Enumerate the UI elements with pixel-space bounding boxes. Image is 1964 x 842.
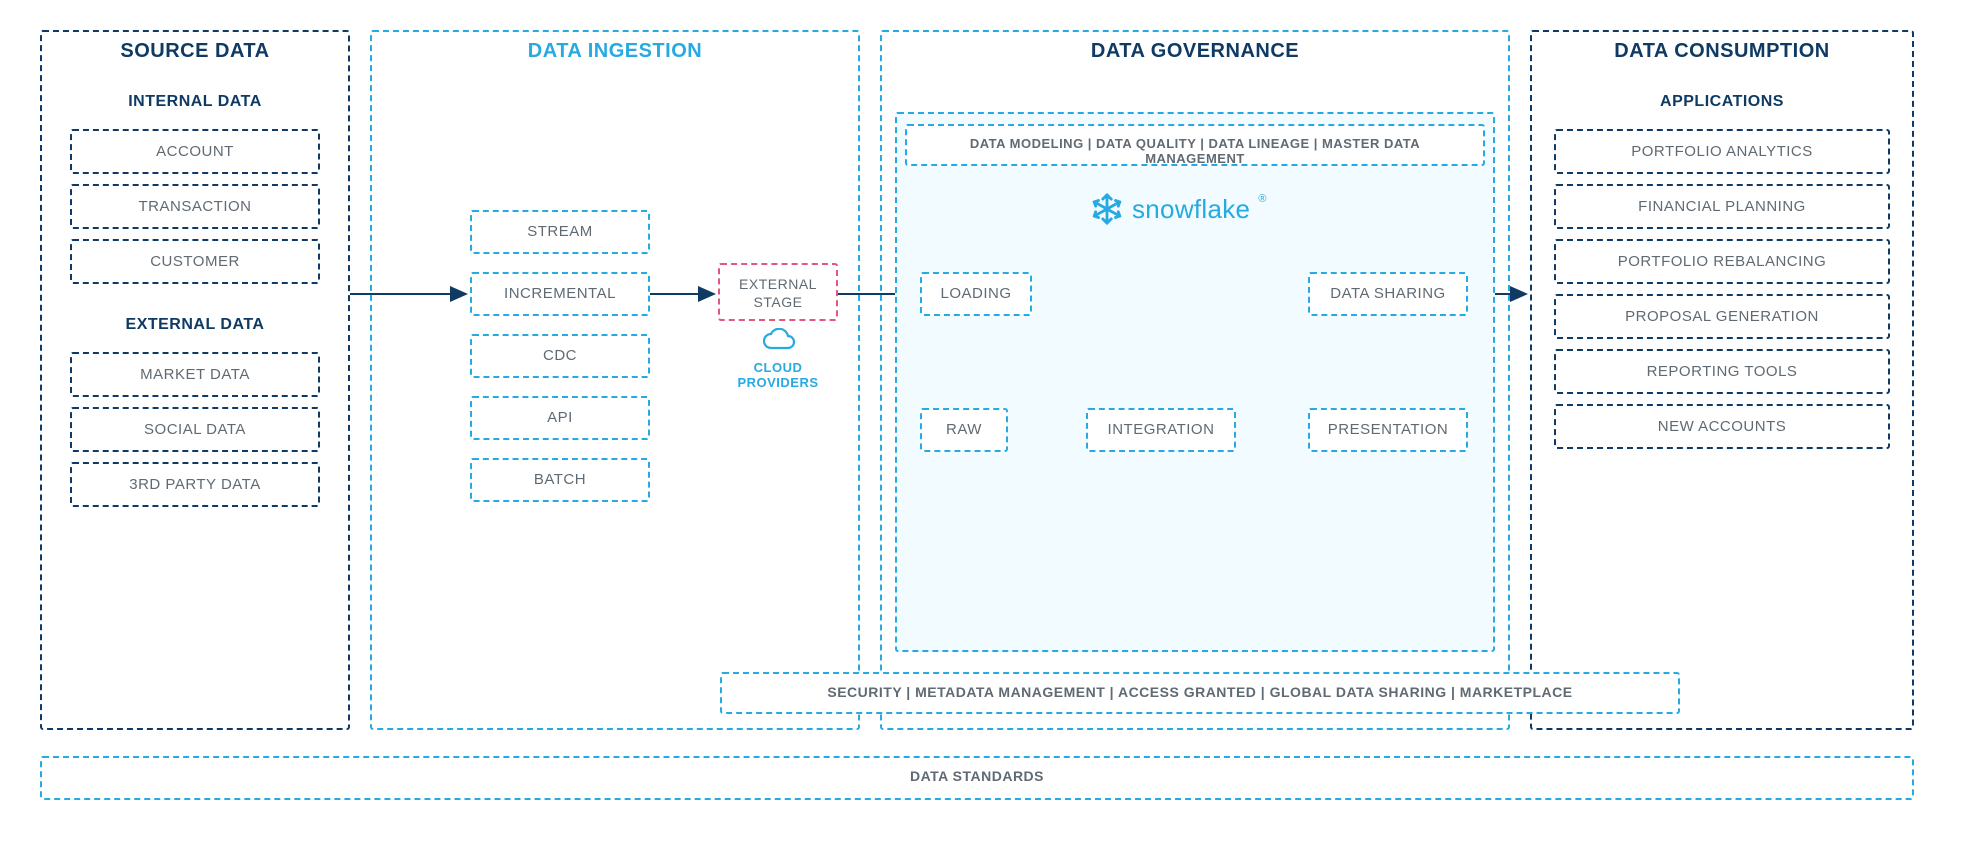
consumption-title: DATA CONSUMPTION bbox=[1532, 32, 1912, 77]
cloud-icon bbox=[762, 328, 796, 359]
consumption-item: FINANCIAL PLANNING bbox=[1554, 184, 1890, 229]
consumption-item: PORTFOLIO REBALANCING bbox=[1554, 239, 1890, 284]
ingestion-method: CDC bbox=[470, 334, 650, 378]
ingestion-method: BATCH bbox=[470, 458, 650, 502]
gov-node-raw: RAW bbox=[920, 408, 1008, 452]
governance-title: DATA GOVERNANCE bbox=[882, 32, 1508, 77]
source-item: MARKET DATA bbox=[70, 352, 320, 397]
ingestion-method: API bbox=[470, 396, 650, 440]
source-data-title: SOURCE DATA bbox=[42, 32, 348, 77]
gov-node-presentation: PRESENTATION bbox=[1308, 408, 1468, 452]
consumption-column: DATA CONSUMPTION APPLICATIONS PORTFOLIO AN… bbox=[1530, 30, 1914, 730]
snowflake-logo: snowflake® bbox=[1090, 192, 1330, 226]
snowflake-icon bbox=[1090, 192, 1124, 226]
snowflake-label: snowflake bbox=[1132, 194, 1250, 225]
data-standards-strip: DATA STANDARDS bbox=[40, 756, 1914, 800]
ingestion-title: DATA INGESTION bbox=[372, 32, 858, 77]
gov-node-integration: INTEGRATION bbox=[1086, 408, 1236, 452]
source-item: CUSTOMER bbox=[70, 239, 320, 284]
security-strip: SECURITY | METADATA MANAGEMENT | ACCESS … bbox=[720, 672, 1680, 714]
external-stage: EXTERNAL STAGE bbox=[718, 263, 838, 321]
cloud-providers-label: CLOUD PROVIDERS bbox=[718, 360, 838, 390]
ingestion-method: INCREMENTAL bbox=[470, 272, 650, 316]
source-item: SOCIAL DATA bbox=[70, 407, 320, 452]
ingestion-method: STREAM bbox=[470, 210, 650, 254]
governance-strip: DATA MODELING | DATA QUALITY | DATA LINE… bbox=[905, 124, 1485, 166]
applications-title: APPLICATIONS bbox=[1532, 85, 1912, 119]
consumption-item: NEW ACCOUNTS bbox=[1554, 404, 1890, 449]
gov-node-loading: LOADING bbox=[920, 272, 1032, 316]
consumption-item: REPORTING TOOLS bbox=[1554, 349, 1890, 394]
gov-node-dataSharing: DATA SHARING bbox=[1308, 272, 1468, 316]
consumption-item: PORTFOLIO ANALYTICS bbox=[1554, 129, 1890, 174]
source-data-column: SOURCE DATA INTERNAL DATA ACCOUNT TRANSACTI… bbox=[40, 30, 350, 730]
source-item: 3RD PARTY DATA bbox=[70, 462, 320, 507]
source-item: TRANSACTION bbox=[70, 184, 320, 229]
source-item: ACCOUNT bbox=[70, 129, 320, 174]
internal-data-title: INTERNAL DATA bbox=[58, 85, 332, 119]
consumption-item: PROPOSAL GENERATION bbox=[1554, 294, 1890, 339]
external-data-title: EXTERNAL DATA bbox=[58, 308, 332, 342]
